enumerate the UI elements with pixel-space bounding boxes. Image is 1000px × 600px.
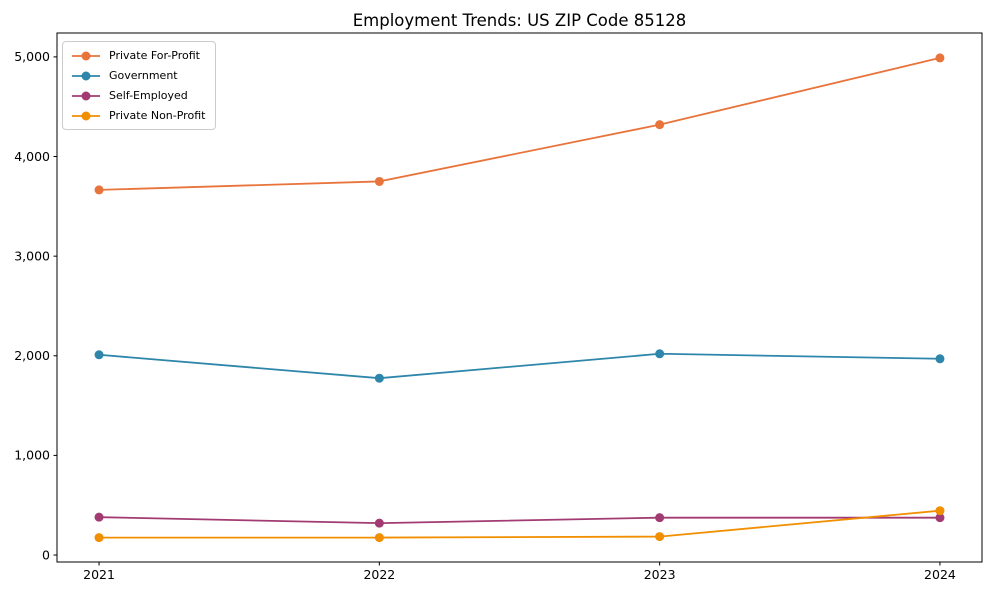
legend-item-government: Government (70, 67, 205, 84)
y-axis-tick-label: 3,000 (14, 248, 50, 263)
data-point-private-non-profit-2021 (94, 533, 104, 543)
legend-line-marker-icon (72, 51, 100, 60)
legend-label: Private For-Profit (109, 49, 200, 62)
legend-item-self-employed: Self-Employed (70, 87, 205, 104)
data-point-private-non-profit-2024 (935, 506, 945, 516)
plot-border (56, 32, 983, 563)
data-point-private-for-profit-2023 (655, 120, 665, 130)
legend-label: Self-Employed (109, 89, 188, 102)
legend-item-private-non-profit: Private Non-Profit (70, 107, 205, 124)
series-line-private-for-profit (99, 57, 941, 191)
legend: Private For-Profit Government Self-Employe… (62, 41, 217, 130)
data-point-government-2023 (655, 349, 665, 359)
data-point-self-employed-2023 (655, 513, 665, 523)
y-axis-tick-label: 5,000 (14, 49, 50, 64)
y-axis-tick-label: 0 (42, 547, 50, 562)
x-axis-tick-label: 2022 (363, 567, 395, 582)
series-line-self-employed (99, 516, 940, 525)
legend-line-marker-icon (72, 71, 100, 80)
x-axis-tick-label: 2023 (644, 567, 676, 582)
y-axis-tick-label: 1,000 (14, 448, 50, 463)
data-point-government-2024 (935, 354, 945, 364)
series-line-private-non-profit (99, 509, 941, 539)
y-axis-tick-label: 2,000 (14, 348, 50, 363)
data-point-private-for-profit-2024 (935, 53, 945, 63)
data-point-self-employed-2024 (935, 513, 945, 523)
legend-label: Private Non-Profit (109, 109, 206, 122)
chart-title: Employment Trends: US ZIP Code 85128 (352, 11, 687, 30)
data-point-private-for-profit-2021 (94, 185, 104, 195)
data-point-private-non-profit-2022 (374, 533, 384, 543)
legend-item-private-for-profit: Private For-Profit (70, 47, 205, 64)
data-point-government-2022 (374, 373, 384, 383)
data-point-self-employed-2022 (374, 518, 384, 528)
y-axis-tick-label: 4,000 (14, 149, 50, 164)
data-point-private-for-profit-2022 (374, 176, 384, 186)
legend-line-marker-icon (72, 111, 100, 120)
legend-line-marker-icon (72, 91, 100, 100)
data-point-government-2021 (94, 350, 104, 360)
data-point-private-non-profit-2023 (655, 532, 665, 542)
legend-label: Government (109, 69, 178, 82)
x-axis-tick-label: 2021 (83, 567, 115, 582)
data-point-self-employed-2021 (94, 512, 104, 522)
x-axis-tick-label: 2024 (924, 567, 956, 582)
series-line-government (98, 352, 940, 380)
